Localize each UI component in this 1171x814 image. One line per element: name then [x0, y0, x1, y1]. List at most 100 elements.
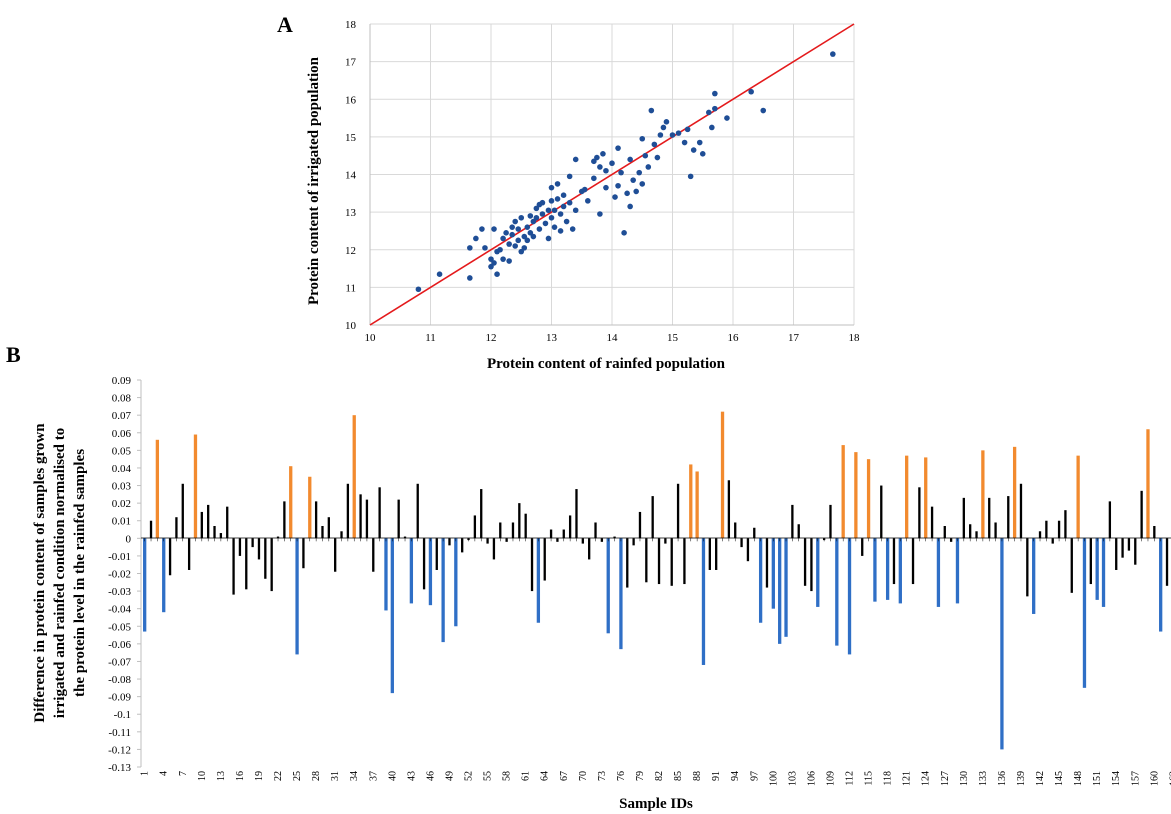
bar: [536, 538, 541, 623]
bar: [695, 471, 699, 539]
scatter-point: [560, 203, 567, 210]
scatter-point: [527, 213, 534, 219]
scatter-x-tick-label: 18: [849, 332, 861, 344]
bar: [213, 526, 216, 539]
bar: [975, 531, 978, 539]
bar: [1115, 538, 1118, 570]
bar-y-tick-label: 0.01: [112, 516, 131, 528]
bar-x-tick-label: 124: [921, 771, 932, 786]
bar: [530, 538, 534, 592]
scatter-point: [521, 233, 528, 240]
scatter-point: [506, 258, 512, 264]
bar: [670, 538, 673, 586]
scatter-point: [615, 182, 621, 189]
scatter-point: [512, 243, 518, 249]
scatter-point: [515, 237, 522, 244]
scatter-point: [681, 139, 688, 146]
scatter-point: [687, 173, 694, 180]
bar: [1045, 520, 1048, 539]
bar-x-tick-label: 127: [940, 771, 951, 786]
scatter-point: [473, 235, 479, 242]
scatter-point: [566, 173, 573, 180]
scatter-point: [572, 156, 579, 163]
scatter-point: [591, 175, 597, 182]
bar: [797, 524, 800, 539]
bar: [1082, 538, 1087, 688]
scatter-point: [585, 198, 591, 204]
bar: [473, 515, 477, 539]
bar: [657, 538, 661, 585]
bar: [264, 538, 267, 579]
scatter-y-tick-label: 13: [345, 207, 357, 219]
bar: [1108, 501, 1112, 539]
bar: [784, 538, 788, 637]
bar: [372, 538, 375, 572]
scatter-point: [509, 224, 515, 230]
scatter-point: [527, 230, 534, 236]
scatter-point: [594, 154, 600, 161]
scatter-point: [627, 156, 633, 163]
bar: [892, 538, 896, 585]
bar: [422, 538, 426, 590]
bar: [149, 520, 153, 539]
bar-x-tick-label: 4: [159, 771, 170, 776]
bar-x-tick-label: 112: [845, 771, 856, 786]
scatter-point: [557, 228, 564, 234]
scatter-point: [548, 214, 555, 221]
bar: [594, 522, 597, 539]
bar: [155, 439, 160, 539]
scatter-point: [506, 241, 512, 247]
bar-y-tick-label: 0.09: [112, 375, 132, 387]
scatter-point: [660, 124, 667, 131]
bar-x-tick-label: 115: [864, 771, 875, 786]
bar: [1089, 538, 1092, 585]
bar: [715, 538, 718, 570]
bar-y-tick-label: -0.1: [114, 709, 131, 721]
bar-y-tick-label: -0.09: [108, 692, 131, 704]
scatter-point: [536, 226, 543, 232]
scatter-point: [657, 132, 664, 138]
bar: [758, 538, 763, 623]
bar: [841, 445, 845, 539]
bar: [885, 538, 890, 600]
bar-y-tick-label: 0.04: [112, 463, 132, 475]
bar-x-tick-label: 43: [406, 771, 417, 781]
bar-x-tick-label: 136: [997, 771, 1008, 786]
scatter-point: [630, 177, 636, 183]
bar: [880, 485, 883, 539]
bar: [835, 538, 839, 646]
scatter-point: [636, 169, 643, 176]
bar-x-tick-label: 55: [483, 771, 494, 781]
scatter-point: [627, 203, 633, 210]
bar: [193, 434, 198, 539]
scatter-point: [609, 160, 615, 167]
bar: [416, 483, 419, 539]
scatter-point: [624, 190, 630, 197]
scatter-point: [512, 218, 518, 225]
scatter-x-tick-label: 16: [728, 332, 740, 344]
bar: [168, 538, 172, 576]
scatter-point: [467, 245, 473, 251]
scatter-x-tick-label: 10: [365, 332, 377, 344]
bar: [238, 538, 242, 556]
bar: [1026, 538, 1029, 597]
scatter-point: [654, 154, 661, 161]
scatter-x-tick-label: 13: [546, 332, 558, 344]
bar: [1070, 538, 1073, 593]
bar-x-tick-label: 94: [730, 771, 741, 781]
bar: [943, 526, 946, 539]
scatter-point: [597, 211, 603, 217]
bar: [575, 489, 578, 539]
scatter-point: [696, 139, 703, 146]
bar: [1146, 429, 1150, 539]
bar-y-tick-label: -0.13: [108, 762, 131, 774]
bar-y-tick-label: 0: [126, 533, 132, 545]
bar: [568, 515, 572, 539]
bar: [378, 487, 381, 539]
scatter-point: [651, 141, 658, 148]
bar: [1064, 510, 1067, 539]
bar-x-tick-label: 64: [540, 771, 551, 781]
scatter-point: [618, 169, 624, 176]
scatter-point: [603, 184, 609, 191]
bar-x-tick-label: 25: [292, 771, 303, 781]
